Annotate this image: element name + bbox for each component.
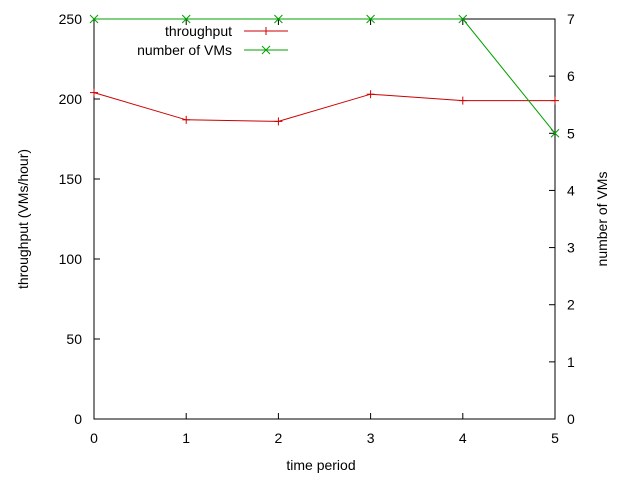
- legend-point-marker-d2: [261, 45, 271, 55]
- data-point-throughput: [182, 115, 191, 124]
- legend-marker-number-of-vms: [261, 45, 271, 55]
- data-point-number-of-vms: [181, 14, 191, 24]
- plot-frame: [93, 18, 556, 420]
- y2-tick-label: 5: [567, 125, 575, 141]
- y2-axis-title: number of VMs: [594, 172, 610, 267]
- x-tick-label: 0: [90, 430, 98, 446]
- y-tick-label: 100: [59, 251, 83, 267]
- data-point-throughput: [366, 90, 375, 99]
- data-point-throughput: [274, 117, 283, 126]
- series-line-throughput: [93, 92, 555, 122]
- y2-tick-label: 3: [567, 240, 575, 256]
- y2-tick-label: 0: [567, 411, 575, 427]
- data-point-number-of-vms: [458, 14, 468, 24]
- y-tick-label: 250: [59, 11, 83, 27]
- y-tick-label: 0: [74, 411, 82, 427]
- series-line-number-of-vms: [94, 18, 556, 134]
- y2-tick-label: 6: [567, 68, 575, 84]
- legend-label-throughput: throughput: [165, 23, 232, 39]
- point-marker-d2: [366, 14, 375, 24]
- series: [89, 14, 560, 138]
- x-tick-label: 5: [551, 430, 559, 446]
- data-point-number-of-vms: [274, 14, 283, 24]
- point-marker-d2: [181, 14, 191, 24]
- y-axis-title: throughput (VMs/hour): [15, 149, 31, 289]
- x-tick-label: 1: [182, 430, 190, 446]
- x-tick-label: 4: [459, 430, 467, 446]
- y2-tick-label: 2: [567, 297, 575, 313]
- legend: throughput number of VMs: [137, 23, 288, 58]
- data-point-number-of-vms: [366, 14, 375, 24]
- point-marker-d2: [550, 128, 560, 138]
- y2-tick-label: 7: [567, 11, 575, 27]
- point-marker-d2: [274, 14, 283, 24]
- legend-label-number-of-vms: number of VMs: [137, 42, 232, 58]
- data-point-number-of-vms: [550, 128, 560, 138]
- x-tick-label: 2: [275, 430, 283, 446]
- x-tick-label: 3: [367, 430, 375, 446]
- y-tick-label: 200: [59, 91, 83, 107]
- legend-marker-throughput: [262, 27, 270, 35]
- point-marker-d2: [458, 14, 468, 24]
- data-point-number-of-vms: [89, 14, 99, 24]
- data-point-throughput: [551, 96, 559, 105]
- y2-tick-label: 1: [567, 354, 575, 370]
- data-point-throughput: [458, 96, 467, 105]
- y2-tick-label: 4: [567, 182, 575, 198]
- y-tick-label: 150: [59, 171, 83, 187]
- point-marker-d2: [89, 14, 99, 24]
- data-point-throughput: [90, 88, 98, 97]
- axes: [93, 18, 556, 420]
- y-tick-label: 50: [66, 331, 82, 347]
- x-axis-title: time period: [286, 457, 355, 473]
